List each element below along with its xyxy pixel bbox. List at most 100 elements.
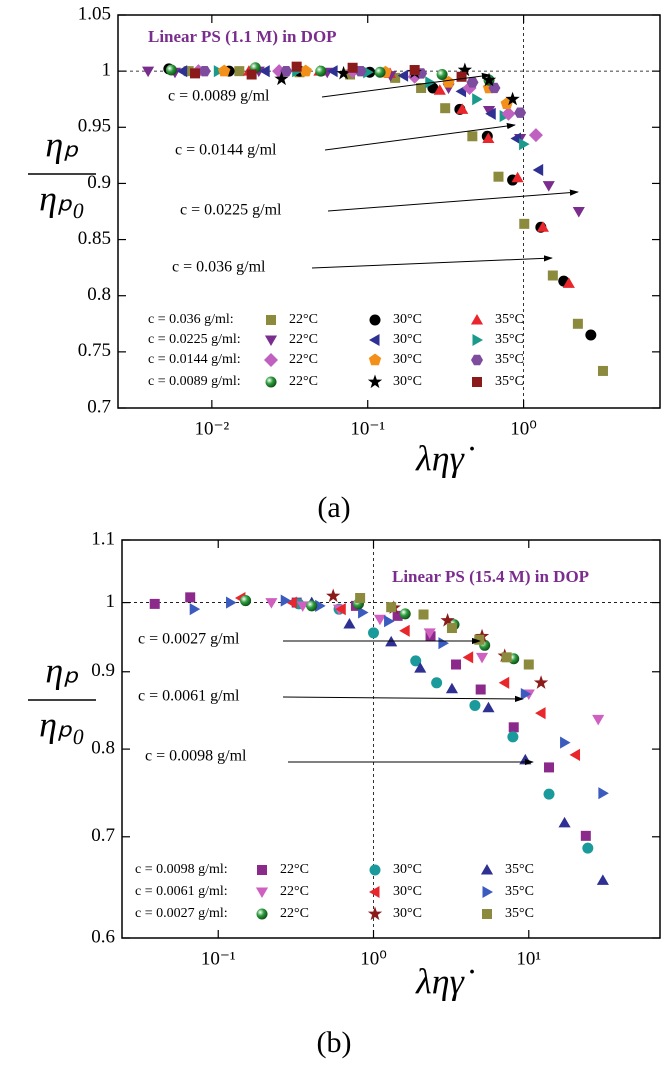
data-point	[373, 614, 386, 626]
data-point	[481, 72, 497, 87]
data-point	[414, 662, 427, 673]
data-point	[451, 659, 462, 670]
data-point	[519, 138, 530, 151]
y-tick-label: 0.6	[91, 926, 115, 947]
data-point	[508, 722, 519, 733]
legend-group-label: c = 0.0098 g/ml:	[135, 862, 228, 877]
annotation: c = 0.0098 g/ml	[145, 748, 247, 765]
x-label: ληγ̇	[415, 961, 475, 1001]
data-point	[358, 606, 369, 619]
data-point	[510, 132, 521, 145]
data-point	[562, 277, 575, 288]
data-point	[580, 830, 591, 841]
data-point	[226, 596, 237, 609]
data-point	[392, 610, 403, 621]
data-point	[528, 128, 543, 143]
annotation-arrow	[311, 255, 553, 269]
data-point	[198, 65, 211, 77]
data-point	[291, 61, 302, 72]
legend-group-label: c = 0.0027 g/ml:	[135, 906, 228, 921]
y-label-numerator: ηₚ	[45, 650, 79, 690]
data-point	[438, 637, 449, 650]
x-tick-label: 10⁻¹	[201, 948, 236, 969]
legend-marker	[255, 887, 269, 898]
data-point	[149, 598, 160, 609]
data-point	[234, 66, 245, 77]
legend-group-label: c = 0.0144 g/ml:	[148, 352, 241, 367]
annotation-arrow	[282, 695, 524, 703]
data-point	[347, 62, 358, 73]
legend-label: 35°C	[495, 332, 524, 347]
data-point	[535, 707, 546, 720]
data-point	[374, 66, 386, 78]
data-point	[485, 107, 496, 120]
data-point	[315, 599, 326, 612]
data-point	[335, 603, 346, 616]
data-point	[482, 701, 495, 713]
data-point	[386, 602, 397, 613]
data-point	[558, 816, 571, 828]
legend-group-label: c = 0.0089 g/ml:	[148, 374, 241, 389]
data-point	[469, 699, 481, 711]
data-point	[462, 651, 474, 664]
legend-marker	[256, 908, 268, 920]
data-point	[368, 627, 380, 639]
x-label: ληγ̇	[415, 438, 475, 478]
y-tick-label: 0.85	[78, 228, 111, 249]
chart-title: Linear PS (1.1 M) in DOP	[148, 27, 337, 46]
plot-frame	[121, 539, 661, 939]
legend-marker	[471, 354, 483, 366]
data-point	[189, 603, 201, 616]
data-point	[286, 596, 297, 609]
y-tick-label: 1.1	[91, 528, 115, 549]
y-label-numerator: ηₚ	[45, 124, 79, 164]
legend-label: 35°C	[495, 312, 524, 327]
data-point	[296, 601, 309, 612]
annotation: c = 0.0144 g/ml	[175, 142, 277, 159]
legend-marker	[264, 353, 278, 367]
data-point	[456, 103, 469, 114]
data-point	[343, 617, 356, 629]
data-point	[547, 270, 558, 281]
legend-marker	[472, 333, 483, 347]
data-point	[544, 762, 555, 773]
data-point	[410, 655, 422, 667]
legend-group-label: c = 0.0225 g/ml:	[148, 332, 241, 347]
data-point	[185, 592, 196, 603]
legend-marker	[470, 314, 484, 325]
data-point	[523, 659, 534, 670]
legend-label: 22°C	[289, 352, 318, 367]
data-point	[280, 594, 292, 607]
data-point	[560, 736, 571, 749]
legend-marker	[472, 377, 482, 387]
data-point	[315, 65, 327, 77]
data-point	[533, 675, 549, 689]
data-point	[280, 65, 293, 77]
data-point	[445, 682, 459, 694]
data-point	[176, 65, 188, 78]
data-point	[536, 221, 549, 232]
y-tick-label: 0.8	[91, 737, 115, 758]
y-tick-label: 0.75	[78, 340, 111, 361]
annotation-arrow	[324, 122, 516, 151]
legend-label: 22°C	[289, 332, 318, 347]
y-label-denominator: ηₚ₀	[39, 704, 85, 744]
data-point	[363, 66, 374, 79]
data-point	[399, 608, 411, 620]
y-tick-label: 0.9	[91, 660, 115, 681]
data-point	[446, 623, 457, 634]
data-point	[240, 595, 252, 607]
annotation: c = 0.036 g/ml	[172, 259, 266, 276]
legend-label: 35°C	[505, 906, 534, 921]
data-point	[165, 64, 177, 76]
x-tick-label: 10⁻²	[194, 418, 229, 439]
annotation-arrow	[327, 189, 579, 212]
plot-frame	[117, 14, 661, 409]
legend-label: 22°C	[289, 312, 318, 327]
legend-marker	[369, 314, 381, 326]
data-point	[472, 93, 483, 106]
data-point	[572, 318, 583, 329]
data-point	[511, 171, 524, 183]
data-point	[436, 69, 448, 81]
data-point	[218, 64, 231, 77]
